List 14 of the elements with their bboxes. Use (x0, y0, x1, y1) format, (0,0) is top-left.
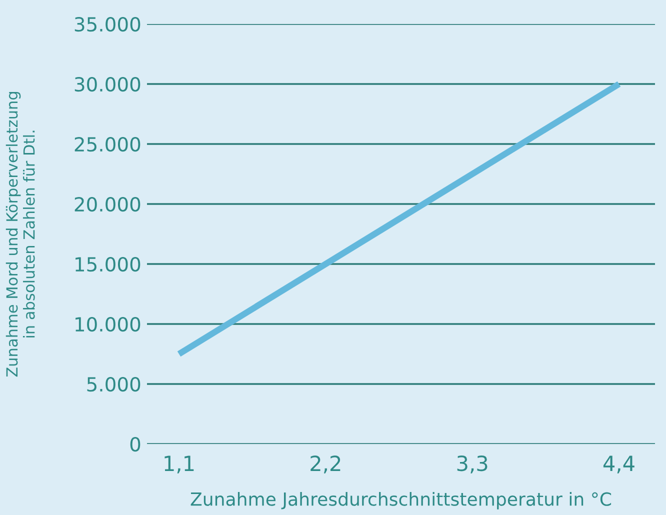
y-tick-label: 15.000 (76, 256, 140, 272)
y-tick-label: 10.000 (76, 316, 140, 332)
y-tick-label: 25.000 (74, 136, 140, 152)
x-axis-title: Zunahme Jahresdurchschnittstemperatur in °C (190, 492, 612, 510)
x-tick-label: 1,1 (164, 456, 194, 474)
y-tick-label: 35.000 (74, 16, 140, 32)
y-tick-label: 30.000 (74, 76, 140, 92)
y-tick-label: 20.000 (74, 196, 140, 212)
y-axis-title: Zunahme Mord und Körperverletzung in absoluten Zahlen für Dtl. (6, 92, 35, 377)
y-tick-label: 5.000 (87, 376, 140, 392)
x-tick-label: 4,4 (603, 456, 634, 474)
x-tick-label: 2,2 (310, 455, 340, 474)
x-tick-label: 3,3 (457, 455, 488, 474)
y-tick-label: 0 (130, 436, 140, 452)
